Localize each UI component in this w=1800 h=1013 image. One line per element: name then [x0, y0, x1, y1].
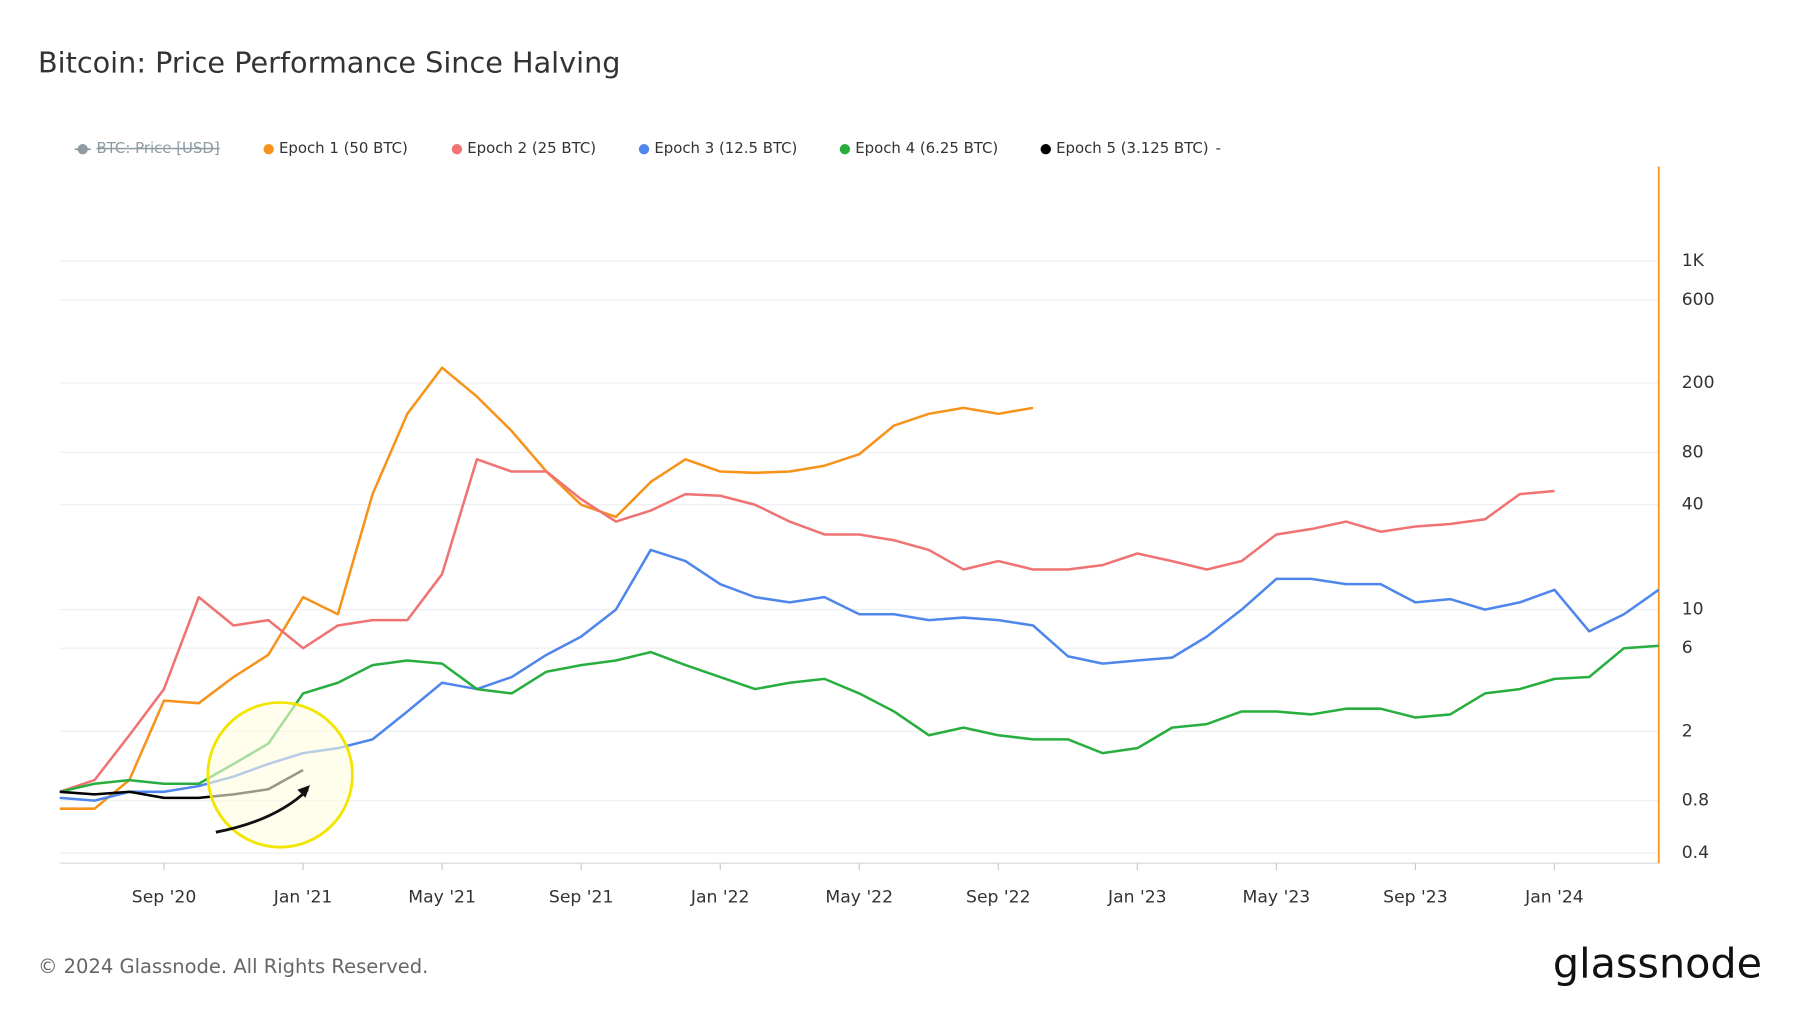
- x-tick-label: Sep '22: [966, 888, 1031, 908]
- legend-marker: [451, 144, 463, 155]
- x-tick-label: May '22: [825, 888, 893, 908]
- x-tick-label: Jan '23: [1107, 888, 1167, 908]
- y-tick-label: 2: [1682, 721, 1693, 741]
- annotation-arrowhead: [297, 785, 310, 798]
- legend-extra: -: [1216, 139, 1221, 157]
- highlight-circle: [206, 701, 354, 849]
- y-tick-label: 1K: [1682, 251, 1705, 271]
- y-tick-label: 200: [1682, 373, 1715, 393]
- plot-area: 0.4 0.8 2 6 10 40 80 200 600 1K Sep '20 Jan '21 May …: [59, 139, 1715, 908]
- x-tick-label: Sep '21: [549, 888, 614, 908]
- y-tick-label: 40: [1682, 495, 1704, 515]
- x-tick-label: May '23: [1243, 888, 1311, 908]
- x-tick-label: Jan '21: [273, 888, 333, 908]
- chart-title: Bitcoin: Price Performance Since Halving: [38, 45, 621, 79]
- legend-marker: [839, 144, 851, 155]
- legend-label: Epoch 4 (6.25 BTC): [855, 139, 998, 157]
- y-tick-label: 0.8: [1682, 791, 1709, 811]
- legend-label: Epoch 2 (25 BTC): [467, 139, 596, 157]
- y-tick-label: 80: [1682, 442, 1704, 462]
- legend-marker: [638, 144, 650, 155]
- x-tick-label: Sep '23: [1383, 888, 1448, 908]
- x-tick-label: Jan '22: [690, 888, 750, 908]
- series-line: [59, 458, 1555, 794]
- series-line: [59, 366, 1034, 810]
- y-tick-label: 600: [1682, 290, 1715, 310]
- annotation-arrow: [215, 788, 309, 834]
- x-tick-label: Jan '24: [1524, 888, 1584, 908]
- legend-hidden-label: BTC: Price [USD]: [96, 139, 219, 157]
- y-tick-label: 0.4: [1682, 843, 1709, 863]
- footer: © 2024 Glassnode. All Rights Reserved.: [38, 955, 428, 978]
- y-tick-label: 10: [1682, 600, 1704, 620]
- legend-item: BTC: Price [USD]: [74, 139, 220, 157]
- legend-marker: [1040, 144, 1051, 155]
- y-tick-label: 6: [1682, 638, 1693, 658]
- legend-label: Epoch 1 (50 BTC): [279, 139, 408, 157]
- x-tick-label: May '21: [408, 888, 476, 908]
- legend-label: Epoch 3 (12.5 BTC): [654, 139, 797, 157]
- brand-logo: glassnode: [1553, 940, 1762, 988]
- legend-marker: [263, 144, 274, 155]
- series-line: [59, 644, 1659, 794]
- legend-label: Epoch 5 (3.125 BTC): [1056, 139, 1209, 157]
- x-tick-label: Sep '20: [132, 888, 197, 908]
- legend-hidden-dot: [77, 144, 88, 155]
